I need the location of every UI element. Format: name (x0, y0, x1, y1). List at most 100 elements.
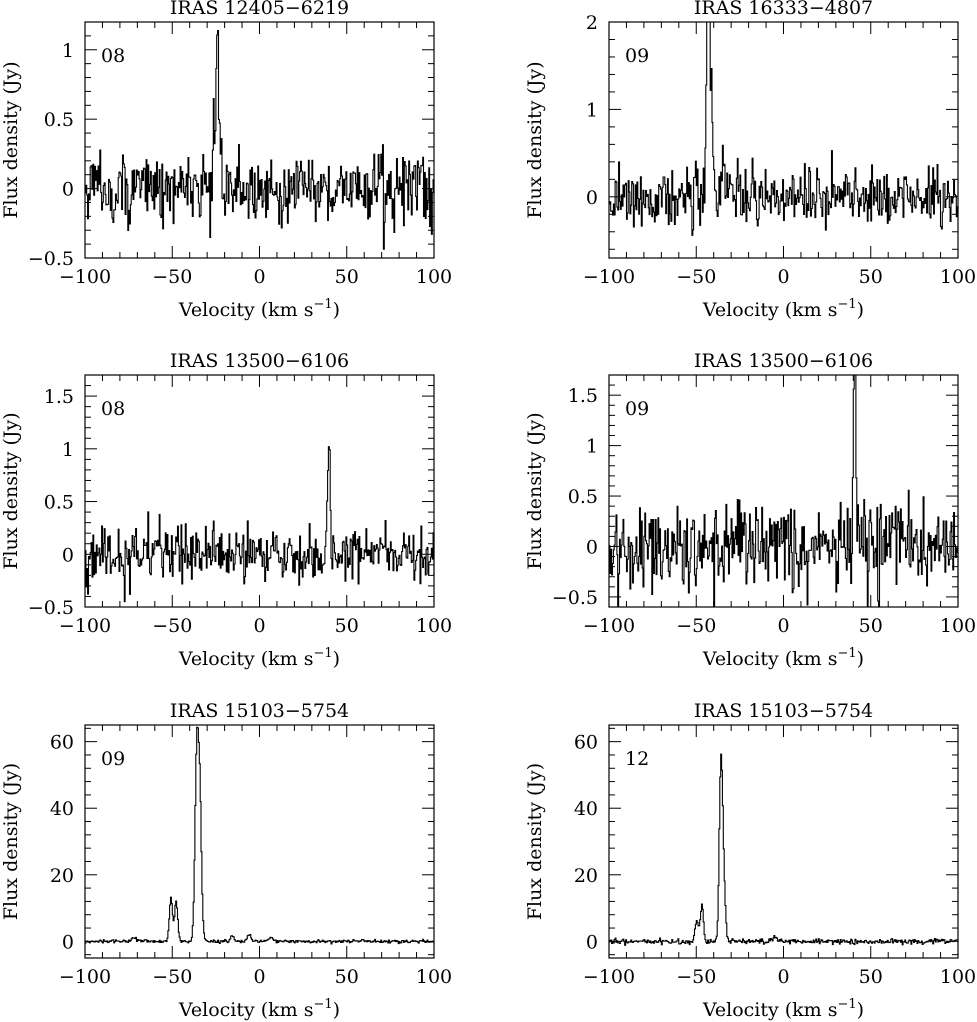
y-axis-label: Flux density (Jy) (0, 412, 22, 569)
y-tick-label: 0.5 (44, 109, 74, 131)
x-tick-label: −100 (583, 966, 635, 988)
x-tick-label: 0 (253, 966, 265, 988)
x-axis-label: Velocity (km s−1) (702, 997, 864, 1021)
y-tick-label: 0 (62, 544, 74, 566)
x-tick-label: 0 (777, 266, 789, 288)
plot-frame (84, 21, 435, 259)
x-tick-label: 0 (777, 615, 789, 637)
x-axis-label-text: Velocity (km s (178, 999, 314, 1021)
x-tick-label: 100 (940, 966, 976, 988)
x-axis-label-text: Velocity (km s (702, 299, 838, 321)
x-tick-label: 50 (859, 615, 883, 637)
epoch-label: 08 (101, 45, 125, 67)
spectrum-line (85, 29, 435, 250)
y-tick-label: 60 (574, 732, 598, 754)
y-axis-label: Flux density (Jy) (524, 763, 546, 920)
y-tick-label: 0.5 (568, 486, 598, 508)
x-axis-label-end: ) (857, 299, 864, 321)
panel-title: IRAS 13500−6106 (170, 350, 349, 372)
x-tick-label: 50 (859, 966, 883, 988)
x-tick-label: 100 (416, 966, 452, 988)
epoch-label: 12 (625, 748, 649, 770)
x-tick-label: 0 (253, 266, 265, 288)
x-axis-label-text: Velocity (km s (178, 299, 314, 321)
y-tick-label: 40 (50, 798, 74, 820)
x-tick-label: −100 (59, 615, 111, 637)
x-axis-label: Velocity (km s−1) (178, 646, 340, 670)
spectrum-line (609, 753, 959, 946)
epoch-label: 08 (101, 398, 125, 420)
y-tick-label: 0 (586, 931, 598, 953)
x-axis-label-superscript: −1 (838, 646, 857, 661)
spectrum-panel-3: IRAS 13500−6106 08 −100 −50 0 50 100 −0.5 0 0.5 1 1… (0, 350, 452, 670)
spectrum-panel-1: IRAS 12405−6219 08 −100 −50 0 50 100 −0.5 0 0.5 1 V… (0, 0, 452, 321)
plot-frame (84, 374, 435, 608)
spectrum-line (609, 21, 959, 236)
y-axis-label: Flux density (Jy) (524, 412, 546, 569)
x-axis-label: Velocity (km s−1) (178, 997, 340, 1021)
x-axis-label: Velocity (km s−1) (702, 646, 864, 670)
plot-frame (608, 374, 959, 608)
x-tick-label: −100 (583, 266, 635, 288)
y-tick-label: 0 (586, 187, 598, 209)
y-tick-label: 1 (62, 40, 74, 62)
x-tick-label: −50 (152, 966, 192, 988)
y-tick-label: 1 (62, 439, 74, 461)
y-tick-label: 60 (50, 732, 74, 754)
x-tick-label: −50 (676, 966, 716, 988)
y-tick-label: 2 (586, 12, 598, 34)
plot-frame (84, 724, 435, 959)
panel-title: IRAS 12405−6219 (170, 0, 349, 19)
x-axis-label-end: ) (333, 299, 340, 321)
y-tick-label: 1.5 (44, 386, 74, 408)
spectrum-panel-6: IRAS 15103−5754 12 −100 −50 0 50 100 0 20 40 60 Vel… (524, 700, 976, 1021)
y-tick-label: 1 (586, 99, 598, 121)
panel-title: IRAS 15103−5754 (170, 700, 349, 722)
y-tick-label: 0 (62, 179, 74, 201)
y-axis-label: Flux density (Jy) (0, 763, 22, 920)
y-tick-label: 1.5 (568, 385, 598, 407)
y-tick-label: 1 (586, 436, 598, 458)
x-tick-label: 100 (940, 266, 976, 288)
x-tick-label: −100 (583, 615, 635, 637)
x-tick-label: 100 (416, 615, 452, 637)
y-tick-label: 40 (574, 798, 598, 820)
x-tick-label: −100 (59, 266, 111, 288)
x-axis-label-text: Velocity (km s (702, 648, 838, 670)
y-axis-label: Flux density (Jy) (0, 61, 22, 218)
x-axis-label: Velocity (km s−1) (178, 297, 340, 321)
y-tick-label: 0 (586, 536, 598, 558)
spectrum-panel-4: IRAS 13500−6106 09 −100 −50 0 50 100 −0.5 0 0.5 1 1… (524, 350, 976, 670)
x-axis-label-superscript: −1 (314, 646, 333, 661)
x-tick-label: −50 (676, 266, 716, 288)
panel-title: IRAS 16333−4807 (694, 0, 873, 19)
spectrum-panel-5: IRAS 15103−5754 09 −100 −50 0 50 100 0 20 40 60 Vel… (0, 700, 452, 1021)
x-axis-label-text: Velocity (km s (178, 648, 314, 670)
y-tick-label: 20 (50, 865, 74, 887)
x-axis-label-end: ) (857, 648, 864, 670)
epoch-label: 09 (625, 398, 649, 420)
x-axis-label-superscript: −1 (838, 997, 857, 1012)
x-axis-label-superscript: −1 (314, 297, 333, 312)
epoch-label: 09 (625, 45, 649, 67)
spectrum-line (609, 374, 959, 608)
x-axis-label-superscript: −1 (314, 997, 333, 1012)
x-axis-label-text: Velocity (km s (702, 999, 838, 1021)
x-tick-label: 100 (940, 615, 976, 637)
panel-title: IRAS 15103−5754 (694, 700, 873, 722)
x-tick-label: 0 (777, 966, 789, 988)
x-tick-label: 50 (859, 266, 883, 288)
y-tick-label: 20 (574, 865, 598, 887)
y-axis-label: Flux density (Jy) (524, 61, 546, 218)
x-axis-label-end: ) (333, 648, 340, 670)
y-tick-label: −0.5 (552, 587, 598, 609)
x-axis-label: Velocity (km s−1) (702, 297, 864, 321)
plot-frame (608, 724, 959, 959)
x-axis-label-superscript: −1 (838, 297, 857, 312)
x-tick-label: 50 (335, 266, 359, 288)
x-axis-label-end: ) (333, 999, 340, 1021)
x-tick-label: −100 (59, 966, 111, 988)
x-tick-label: 50 (335, 615, 359, 637)
plot-frame (608, 21, 959, 259)
